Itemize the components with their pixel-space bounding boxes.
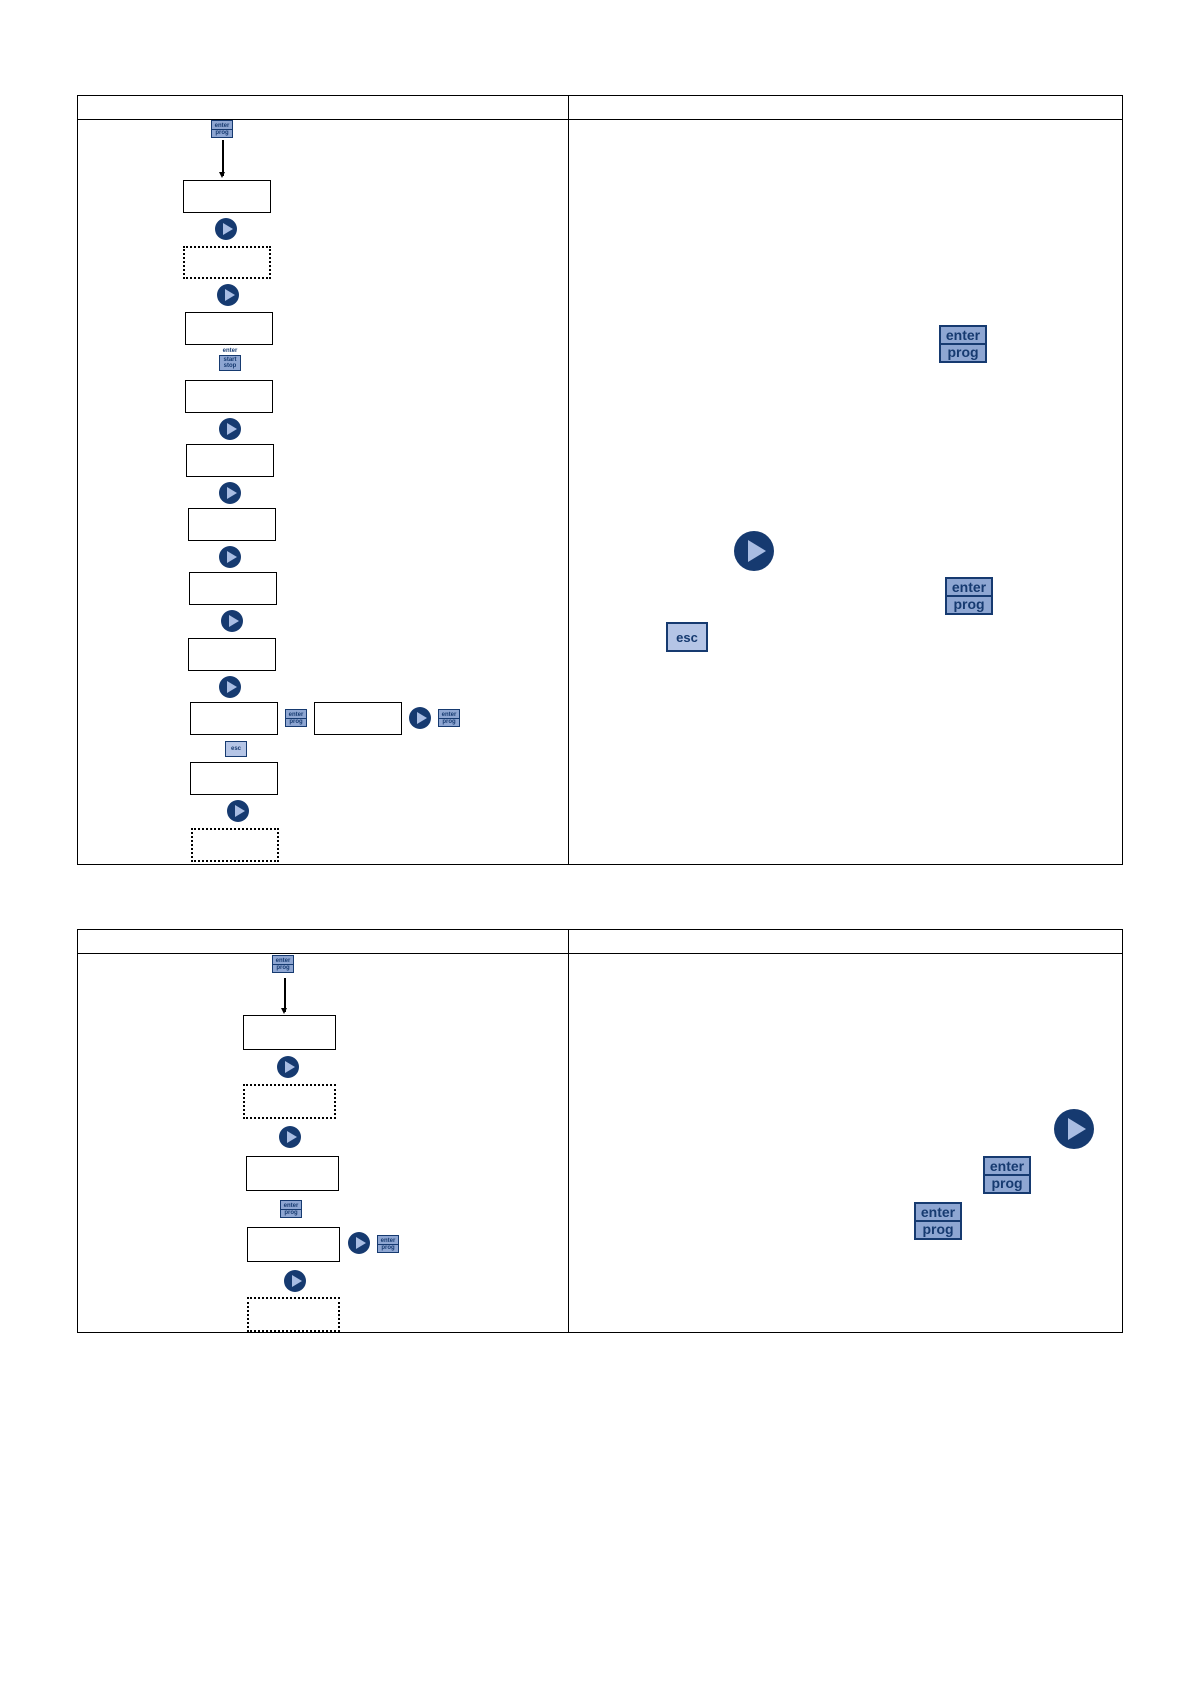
display-box (246, 1156, 339, 1191)
column-divider (568, 96, 569, 864)
display-box (185, 312, 273, 345)
next-arrow-icon[interactable] (348, 1232, 370, 1254)
flow-arrow-down (219, 140, 225, 178)
next-arrow-icon[interactable] (227, 800, 249, 822)
display-box-optional (243, 1084, 336, 1119)
next-arrow-icon[interactable] (221, 610, 243, 632)
display-box-optional (247, 1297, 340, 1332)
next-arrow-icon[interactable] (409, 707, 431, 729)
column-divider (568, 930, 569, 1332)
enter-prog-key[interactable]: enter prog (939, 325, 987, 363)
display-box (247, 1227, 340, 1262)
next-arrow-icon[interactable] (284, 1270, 306, 1292)
next-arrow-icon[interactable] (217, 284, 239, 306)
display-box (183, 180, 271, 213)
next-arrow-icon[interactable] (279, 1126, 301, 1148)
next-arrow-icon[interactable] (219, 418, 241, 440)
flow-table-1 (77, 95, 1123, 865)
enter-prog-key[interactable]: enter prog (438, 709, 460, 727)
enter-prog-key[interactable]: enter prog (377, 1235, 399, 1253)
enter-prog-key[interactable]: enter prog (272, 955, 294, 973)
enter-prog-key[interactable]: enter prog (983, 1156, 1031, 1194)
start-stop-icon: start stop (219, 355, 241, 371)
display-box (190, 762, 278, 795)
esc-key[interactable]: esc (666, 622, 708, 652)
display-box (190, 702, 278, 735)
next-arrow-icon[interactable] (734, 531, 774, 571)
display-box (185, 380, 273, 413)
enter-prog-key[interactable]: enter prog (280, 1200, 302, 1218)
enter-prog-key[interactable]: enter prog (914, 1202, 962, 1240)
next-arrow-icon[interactable] (215, 218, 237, 240)
next-arrow-icon[interactable] (277, 1056, 299, 1078)
enter-prog-key[interactable]: enter prog (211, 120, 233, 138)
display-box-optional (183, 246, 271, 279)
display-box (188, 508, 276, 541)
display-box (188, 638, 276, 671)
next-arrow-icon[interactable] (219, 546, 241, 568)
next-arrow-icon[interactable] (219, 482, 241, 504)
display-box (314, 702, 402, 735)
flow-table-2 (77, 929, 1123, 1333)
next-arrow-icon[interactable] (219, 676, 241, 698)
display-box (186, 444, 274, 477)
display-box (189, 572, 277, 605)
enter-prog-key[interactable]: enter prog (945, 577, 993, 615)
display-box-optional (191, 828, 279, 862)
table-header-rule (78, 119, 1122, 120)
enter-prog-key[interactable]: enter prog (285, 709, 307, 727)
next-arrow-icon[interactable] (1054, 1109, 1094, 1149)
esc-key[interactable]: esc (225, 741, 247, 757)
display-box (243, 1015, 336, 1050)
flow-arrow-down (281, 978, 287, 1014)
table-header-rule (78, 953, 1122, 954)
enter-start-stop-key[interactable]: enter start stop (218, 348, 242, 374)
